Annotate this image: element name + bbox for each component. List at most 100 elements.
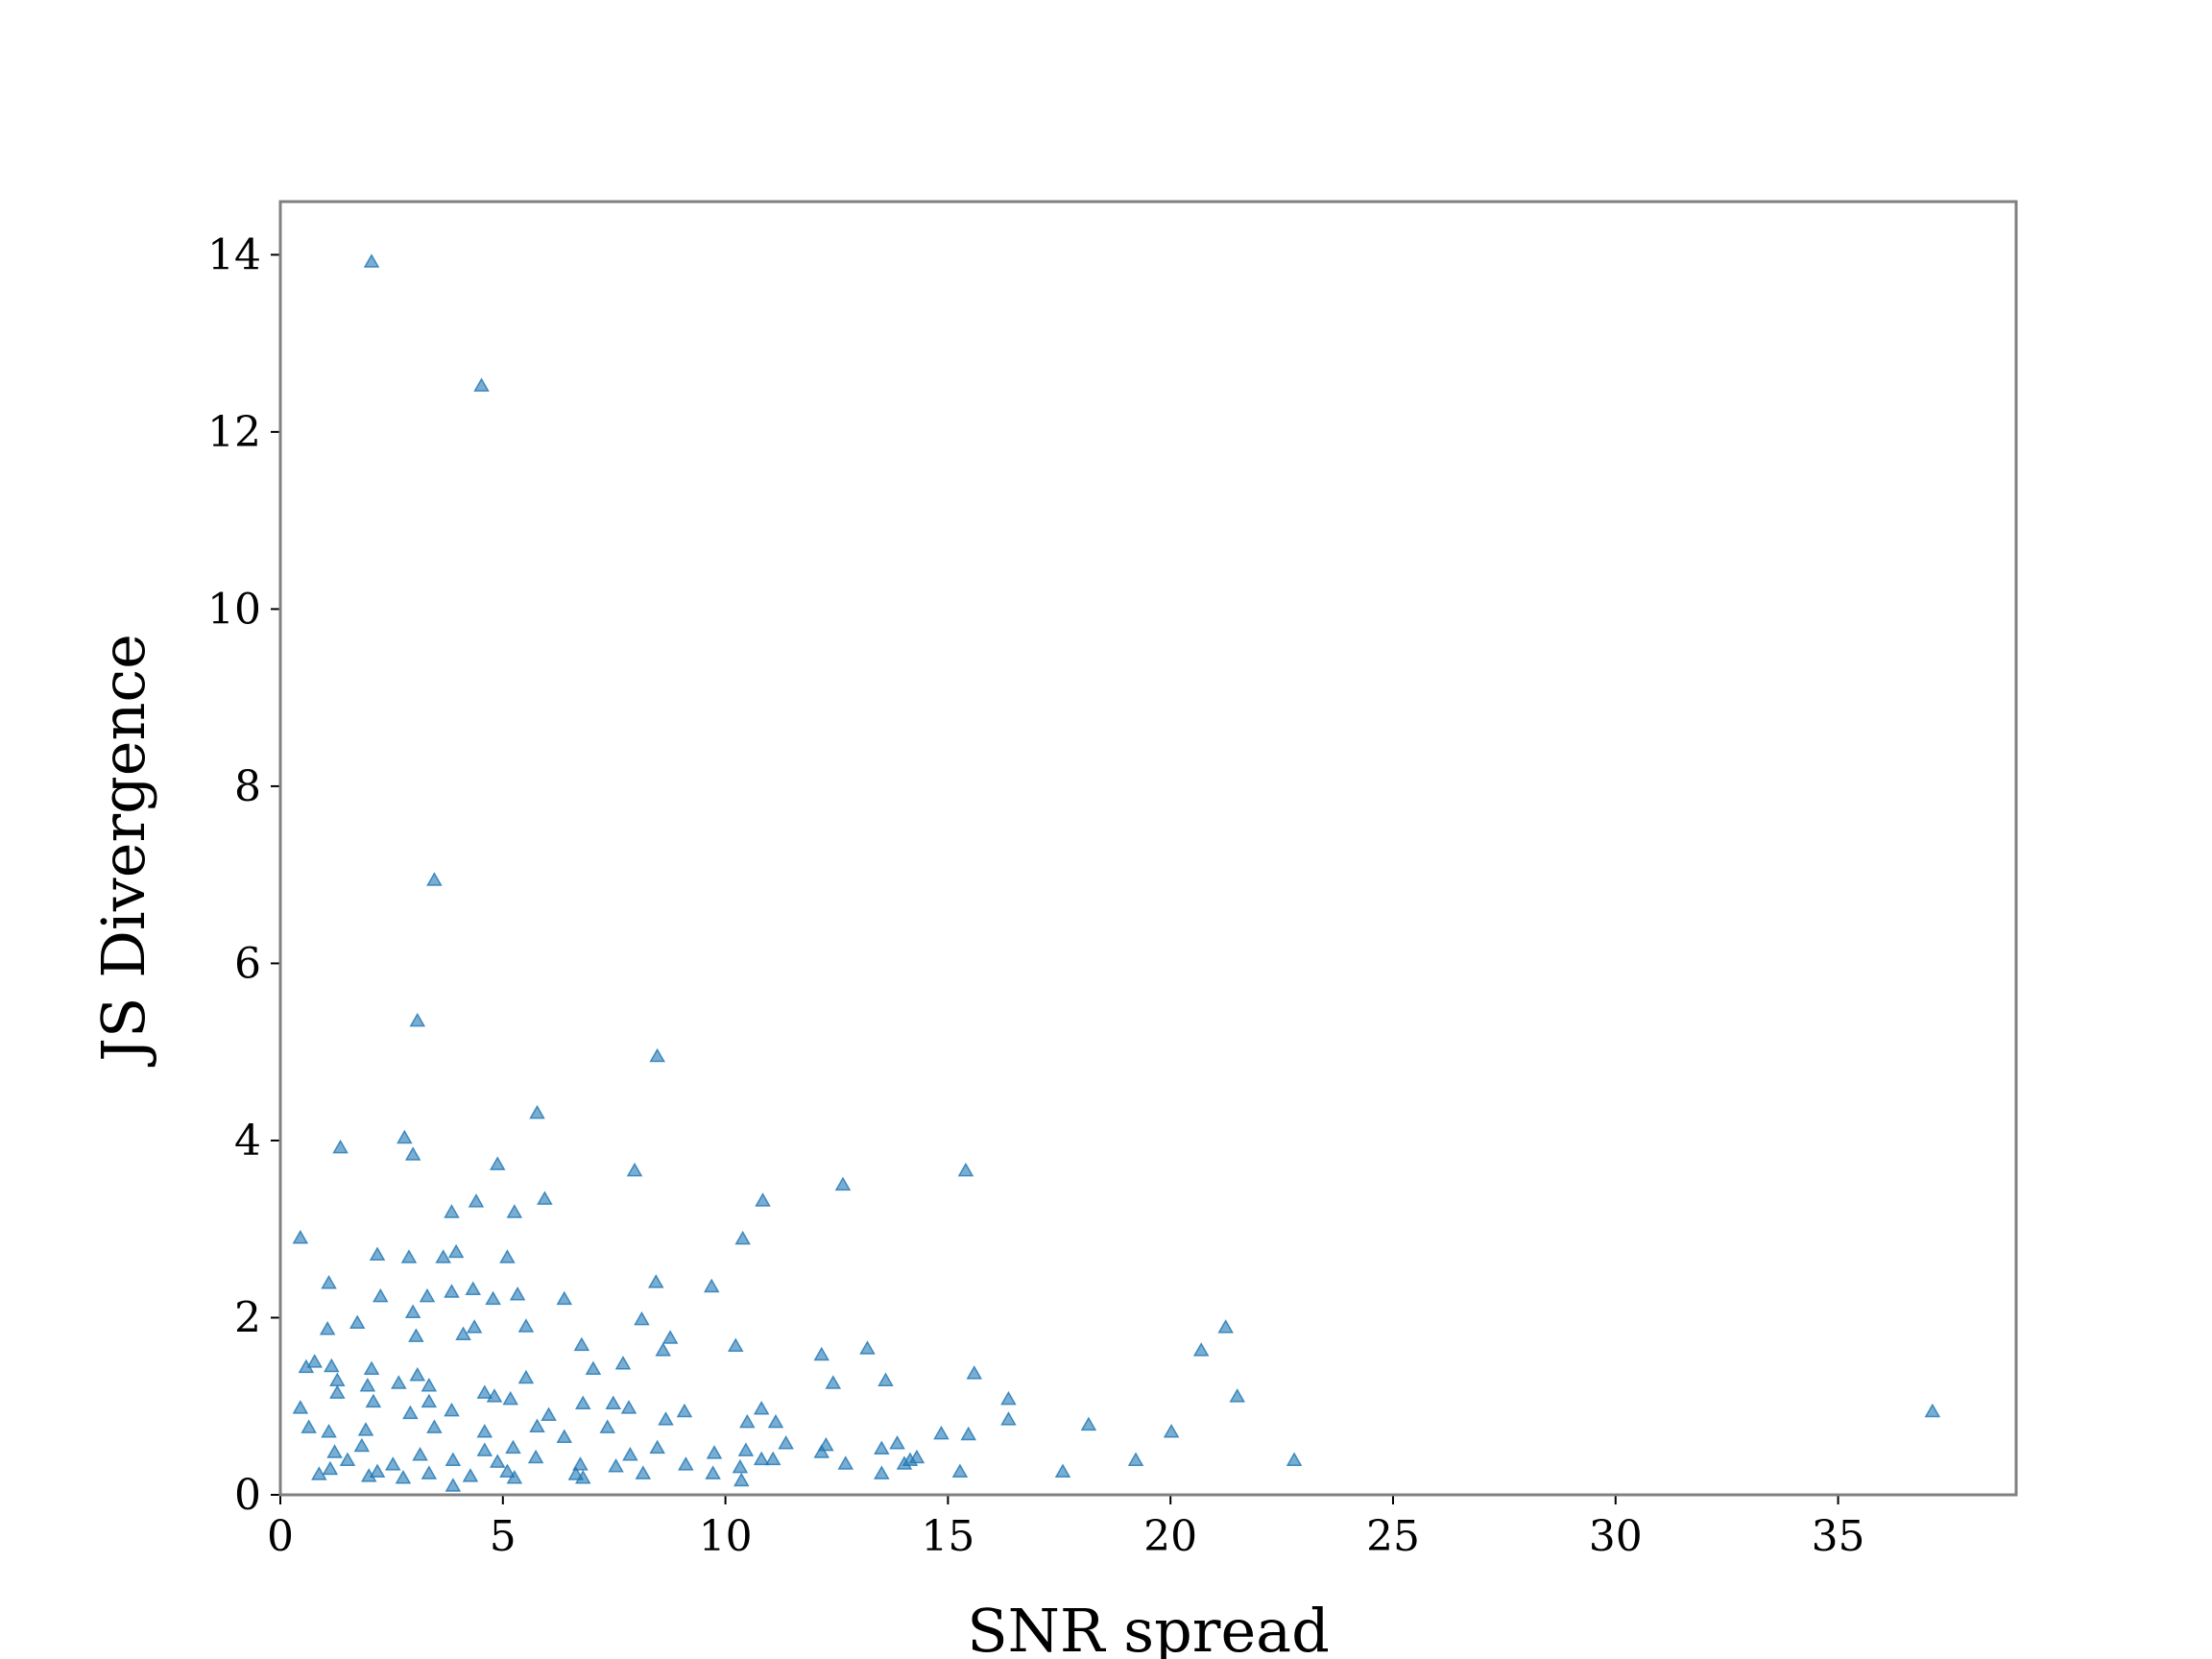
point	[767, 1413, 784, 1429]
point	[444, 1402, 460, 1417]
x-tick-label: 5	[490, 1512, 517, 1561]
point	[435, 1249, 451, 1263]
point	[527, 1449, 544, 1464]
point	[404, 1146, 421, 1161]
point	[499, 1249, 516, 1263]
point	[402, 1405, 419, 1420]
point	[321, 1274, 337, 1289]
point	[489, 1454, 506, 1468]
point	[755, 1192, 771, 1207]
point	[357, 1422, 374, 1436]
point	[447, 1243, 465, 1259]
point	[421, 1465, 438, 1479]
point	[825, 1375, 842, 1389]
point	[426, 872, 443, 886]
point	[678, 1456, 694, 1471]
point	[485, 1290, 501, 1306]
point	[445, 1478, 462, 1492]
point	[649, 1439, 665, 1455]
point	[1127, 1452, 1144, 1467]
point	[412, 1446, 428, 1461]
point	[502, 1390, 518, 1406]
point	[960, 1426, 977, 1441]
point	[658, 1411, 674, 1426]
point	[409, 1012, 426, 1027]
point	[384, 1456, 401, 1471]
point	[326, 1444, 343, 1458]
point	[529, 1104, 545, 1119]
point	[734, 1230, 751, 1245]
point	[319, 1320, 336, 1335]
y-tick-label: 14	[207, 230, 261, 279]
x-tick-label: 35	[1812, 1512, 1865, 1561]
point	[574, 1469, 591, 1484]
point	[874, 1465, 890, 1479]
x-axis-label: SNR spread	[967, 1596, 1330, 1659]
x-tick-label: 15	[921, 1512, 974, 1561]
point	[874, 1440, 890, 1455]
point	[301, 1419, 317, 1433]
point	[661, 1330, 679, 1344]
point	[298, 1358, 315, 1374]
point	[556, 1429, 573, 1444]
point	[349, 1314, 366, 1330]
point	[957, 1162, 974, 1177]
point	[573, 1336, 590, 1352]
point	[505, 1439, 521, 1455]
point	[1924, 1403, 1941, 1418]
point	[834, 1176, 852, 1191]
point	[1217, 1319, 1234, 1334]
point	[634, 1310, 650, 1326]
point	[574, 1395, 591, 1409]
point	[419, 1287, 436, 1303]
point	[363, 253, 380, 268]
point	[1080, 1416, 1097, 1431]
point	[365, 1393, 382, 1408]
point	[509, 1286, 526, 1301]
point	[353, 1437, 371, 1453]
point	[517, 1369, 535, 1384]
point	[626, 1162, 643, 1177]
point	[369, 1463, 386, 1479]
point	[649, 1047, 665, 1063]
y-axis-label: JS Divergence	[88, 634, 158, 1068]
point	[395, 1469, 412, 1484]
point	[359, 1378, 376, 1392]
point	[620, 1400, 637, 1414]
point	[332, 1139, 349, 1154]
point	[813, 1444, 830, 1458]
point	[466, 1319, 483, 1334]
point	[585, 1360, 602, 1375]
point	[933, 1425, 950, 1440]
point	[705, 1465, 721, 1479]
point	[445, 1452, 462, 1467]
point	[486, 1388, 503, 1403]
point	[813, 1346, 830, 1361]
point	[753, 1451, 770, 1466]
point	[476, 1384, 493, 1399]
point	[476, 1442, 493, 1456]
point	[404, 1304, 421, 1318]
point	[322, 1460, 339, 1476]
point	[468, 1193, 485, 1208]
point	[462, 1468, 479, 1482]
point	[599, 1419, 616, 1433]
point	[951, 1463, 969, 1479]
point	[321, 1423, 337, 1438]
y-tick-label: 2	[234, 1293, 261, 1342]
x-tick-label: 20	[1143, 1512, 1197, 1561]
point	[1000, 1390, 1017, 1406]
y-tick-label: 4	[234, 1117, 261, 1166]
point	[306, 1354, 323, 1368]
point	[400, 1249, 418, 1263]
point	[476, 1423, 493, 1438]
point	[732, 1458, 749, 1474]
point	[329, 1384, 346, 1399]
point	[635, 1465, 652, 1479]
point	[1286, 1452, 1303, 1467]
point	[455, 1326, 471, 1341]
point	[1229, 1388, 1246, 1403]
x-tick-label: 10	[699, 1512, 753, 1561]
y-tick-label: 6	[234, 939, 261, 988]
